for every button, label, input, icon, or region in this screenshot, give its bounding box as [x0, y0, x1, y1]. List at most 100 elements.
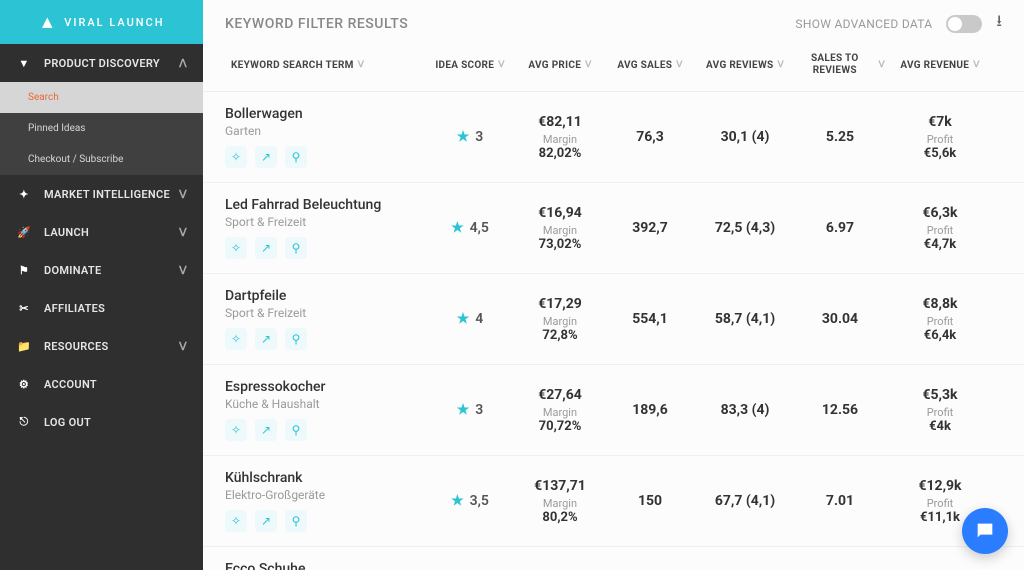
- chat-button[interactable]: [962, 508, 1008, 554]
- score-value: 4,5: [470, 220, 489, 236]
- sidebar: ▲ VIRAL LAUNCH ▼ PRODUCT DISCOVERY ᐱ Sea…: [0, 0, 203, 570]
- page-title: KEYWORD FILTER RESULTS: [225, 16, 408, 32]
- margin-label: Margin: [543, 133, 577, 146]
- revenue-value: €7k: [928, 114, 952, 130]
- term-name: Led Fahrrad Beleuchtung: [225, 197, 381, 213]
- cell-price: €17,29 Margin 72,8%: [515, 296, 605, 343]
- table-row: Dartpfeile Sport & Freizeit ✧ ↗ ⚲ ★ 4 €1…: [203, 274, 1024, 365]
- profit-label: Profit: [927, 315, 954, 328]
- expand-icon[interactable]: ✧: [225, 328, 247, 350]
- profit-value: €6,4k: [924, 328, 957, 343]
- nav-label: RESOURCES: [44, 340, 109, 353]
- pin-icon[interactable]: ⚲: [285, 419, 307, 441]
- pin-icon[interactable]: ⚲: [285, 237, 307, 259]
- external-link-icon[interactable]: ↗: [255, 237, 277, 259]
- profit-value: €4,7k: [924, 237, 957, 252]
- sub-checkout[interactable]: Checkout / Subscribe: [0, 144, 203, 175]
- nav-label: PRODUCT DISCOVERY: [44, 57, 160, 70]
- col-sales[interactable]: AVG SALESᐯ: [605, 53, 695, 77]
- external-link-icon[interactable]: ↗: [255, 419, 277, 441]
- star-icon: ★: [451, 220, 464, 236]
- pin-icon[interactable]: ⚲: [285, 146, 307, 168]
- expand-icon[interactable]: ✧: [225, 510, 247, 532]
- score-wrap: ★ 3,5: [451, 493, 489, 509]
- sidebar-header: ▲ VIRAL LAUNCH: [0, 0, 203, 44]
- logo-icon: ▲: [38, 12, 58, 33]
- sub-search[interactable]: Search: [0, 82, 203, 113]
- cell-score: ★ 3,5: [425, 493, 515, 509]
- brand-logo: ▲ VIRAL LAUNCH: [38, 12, 164, 33]
- download-icon[interactable]: ⭳: [996, 10, 1002, 37]
- col-reviews[interactable]: AVG REVIEWSᐯ: [695, 53, 795, 77]
- pin-icon[interactable]: ⚲: [285, 328, 307, 350]
- nav-label: LAUNCH: [44, 226, 89, 239]
- cell-score: ★ 4: [425, 311, 515, 327]
- revenue-value: €12,9k: [918, 478, 961, 494]
- str-value: 30.04: [822, 311, 858, 327]
- col-price[interactable]: AVG PRICEᐯ: [515, 53, 605, 77]
- col-score[interactable]: IDEA SCOREᐯ: [425, 53, 515, 77]
- price-value: €27,64: [538, 387, 582, 403]
- margin-label: Margin: [543, 224, 577, 237]
- profit-label: Profit: [927, 224, 954, 237]
- cell-score: ★ 3: [425, 402, 515, 418]
- nav-market-intelligence[interactable]: ✦ MARKET INTELLIGENCE ᐯ: [0, 175, 203, 213]
- nav-affiliates[interactable]: ✂ AFFILIATES: [0, 289, 203, 327]
- external-link-icon[interactable]: ↗: [255, 328, 277, 350]
- nav-product-discovery[interactable]: ▼ PRODUCT DISCOVERY ᐱ: [0, 44, 203, 82]
- term-actions: ✧ ↗ ⚲: [225, 510, 307, 532]
- main-content: KEYWORD FILTER RESULTS SHOW ADVANCED DAT…: [203, 0, 1024, 570]
- term-name: Ecco Schuhe: [225, 561, 305, 570]
- cell-price: €137,71 Margin 80,2%: [515, 478, 605, 525]
- cell-revenue: €8,8k Profit €6,4k: [885, 296, 995, 343]
- nav-label: LOG OUT: [44, 416, 91, 429]
- table-row: Kühlschrank Elektro-Großgeräte ✧ ↗ ⚲ ★ 3…: [203, 456, 1024, 547]
- external-link-icon[interactable]: ↗: [255, 146, 277, 168]
- nav-logout[interactable]: ⎋ LOG OUT: [0, 403, 203, 441]
- chevron-down-icon: ᐯ: [179, 340, 187, 353]
- cell-str: 6.97: [795, 220, 885, 236]
- margin-value: 72,8%: [542, 328, 577, 343]
- pin-icon[interactable]: ⚲: [285, 510, 307, 532]
- col-term[interactable]: KEYWORD SEARCH TERMᐯ: [225, 53, 425, 77]
- col-revenue[interactable]: AVG REVENUEᐯ: [885, 53, 995, 77]
- reviews-value: 83,3 (4): [721, 402, 770, 418]
- nav-launch[interactable]: 🚀 LAUNCH ᐯ: [0, 213, 203, 251]
- cell-sales: 150: [605, 493, 695, 509]
- margin-label: Margin: [543, 497, 577, 510]
- funnel-icon: ▼: [16, 55, 32, 71]
- score-wrap: ★ 3: [457, 129, 484, 145]
- cell-sales: 76,3: [605, 129, 695, 145]
- term-category: Elektro-Großgeräte: [225, 488, 325, 502]
- price-value: €137,71: [534, 478, 586, 494]
- nav-resources[interactable]: 📁 RESOURCES ᐯ: [0, 327, 203, 365]
- cell-term: Ecco Schuhe ✧ ↗ ⚲: [225, 561, 425, 570]
- score-wrap: ★ 3: [457, 402, 484, 418]
- advanced-data-toggle[interactable]: [946, 15, 982, 33]
- flag-icon: ⚑: [16, 262, 32, 278]
- expand-icon[interactable]: ✧: [225, 146, 247, 168]
- table-row: Led Fahrrad Beleuchtung Sport & Freizeit…: [203, 183, 1024, 274]
- margin-label: Margin: [543, 406, 577, 419]
- nav-dominate[interactable]: ⚑ DOMINATE ᐯ: [0, 251, 203, 289]
- nav-account[interactable]: ⚙ ACCOUNT: [0, 365, 203, 403]
- sub-pinned-ideas[interactable]: Pinned Ideas: [0, 113, 203, 144]
- profit-value: €11,1k: [920, 510, 960, 525]
- margin-value: 73,02%: [539, 237, 582, 252]
- brand-text: VIRAL LAUNCH: [64, 16, 164, 29]
- sparkle-icon: ✦: [16, 186, 32, 202]
- nav-label: MARKET INTELLIGENCE: [44, 188, 170, 201]
- expand-icon[interactable]: ✧: [225, 237, 247, 259]
- external-link-icon[interactable]: ↗: [255, 510, 277, 532]
- cell-revenue: €6,3k Profit €4,7k: [885, 205, 995, 252]
- col-sales-to-reviews[interactable]: SALES TO REVIEWSᐯ: [795, 53, 885, 77]
- term-actions: ✧ ↗ ⚲: [225, 328, 307, 350]
- cell-sales: 554,1: [605, 311, 695, 327]
- sort-icon: ᐯ: [676, 60, 682, 70]
- chevron-up-icon: ᐱ: [179, 57, 187, 70]
- nav-product-discovery-sub: Search Pinned Ideas Checkout / Subscribe: [0, 82, 203, 175]
- nav-label: AFFILIATES: [44, 302, 105, 315]
- sales-value: 76,3: [636, 129, 664, 145]
- expand-icon[interactable]: ✧: [225, 419, 247, 441]
- nav-label: ACCOUNT: [44, 378, 97, 391]
